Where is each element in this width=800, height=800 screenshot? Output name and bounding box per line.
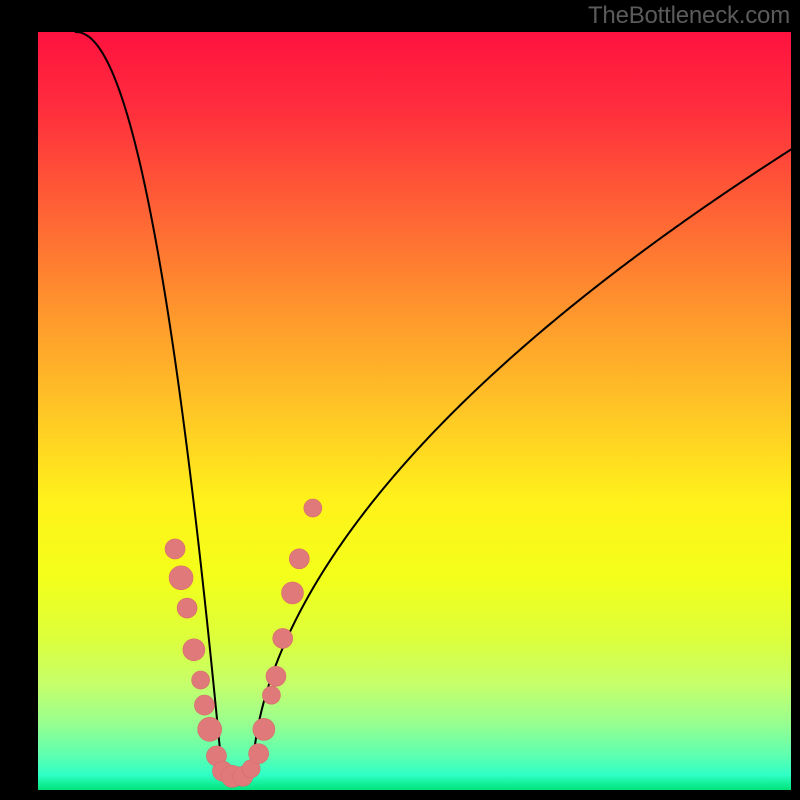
bottleneck-curve (76, 32, 791, 776)
data-marker (198, 717, 222, 741)
watermark-text: TheBottleneck.com (588, 2, 790, 30)
data-marker (165, 539, 185, 559)
data-marker (304, 499, 322, 517)
data-marker (273, 628, 293, 648)
data-marker (253, 718, 275, 740)
data-marker (249, 744, 269, 764)
data-marker (266, 666, 286, 686)
data-marker (289, 549, 309, 569)
data-marker (194, 695, 214, 715)
data-marker (177, 598, 197, 618)
data-marker (169, 566, 193, 590)
data-marker (192, 671, 210, 689)
marker-group (165, 499, 322, 787)
curve-layer (38, 32, 791, 790)
plot-area (38, 32, 791, 790)
data-marker (183, 639, 205, 661)
data-marker (262, 686, 280, 704)
data-marker (282, 582, 304, 604)
